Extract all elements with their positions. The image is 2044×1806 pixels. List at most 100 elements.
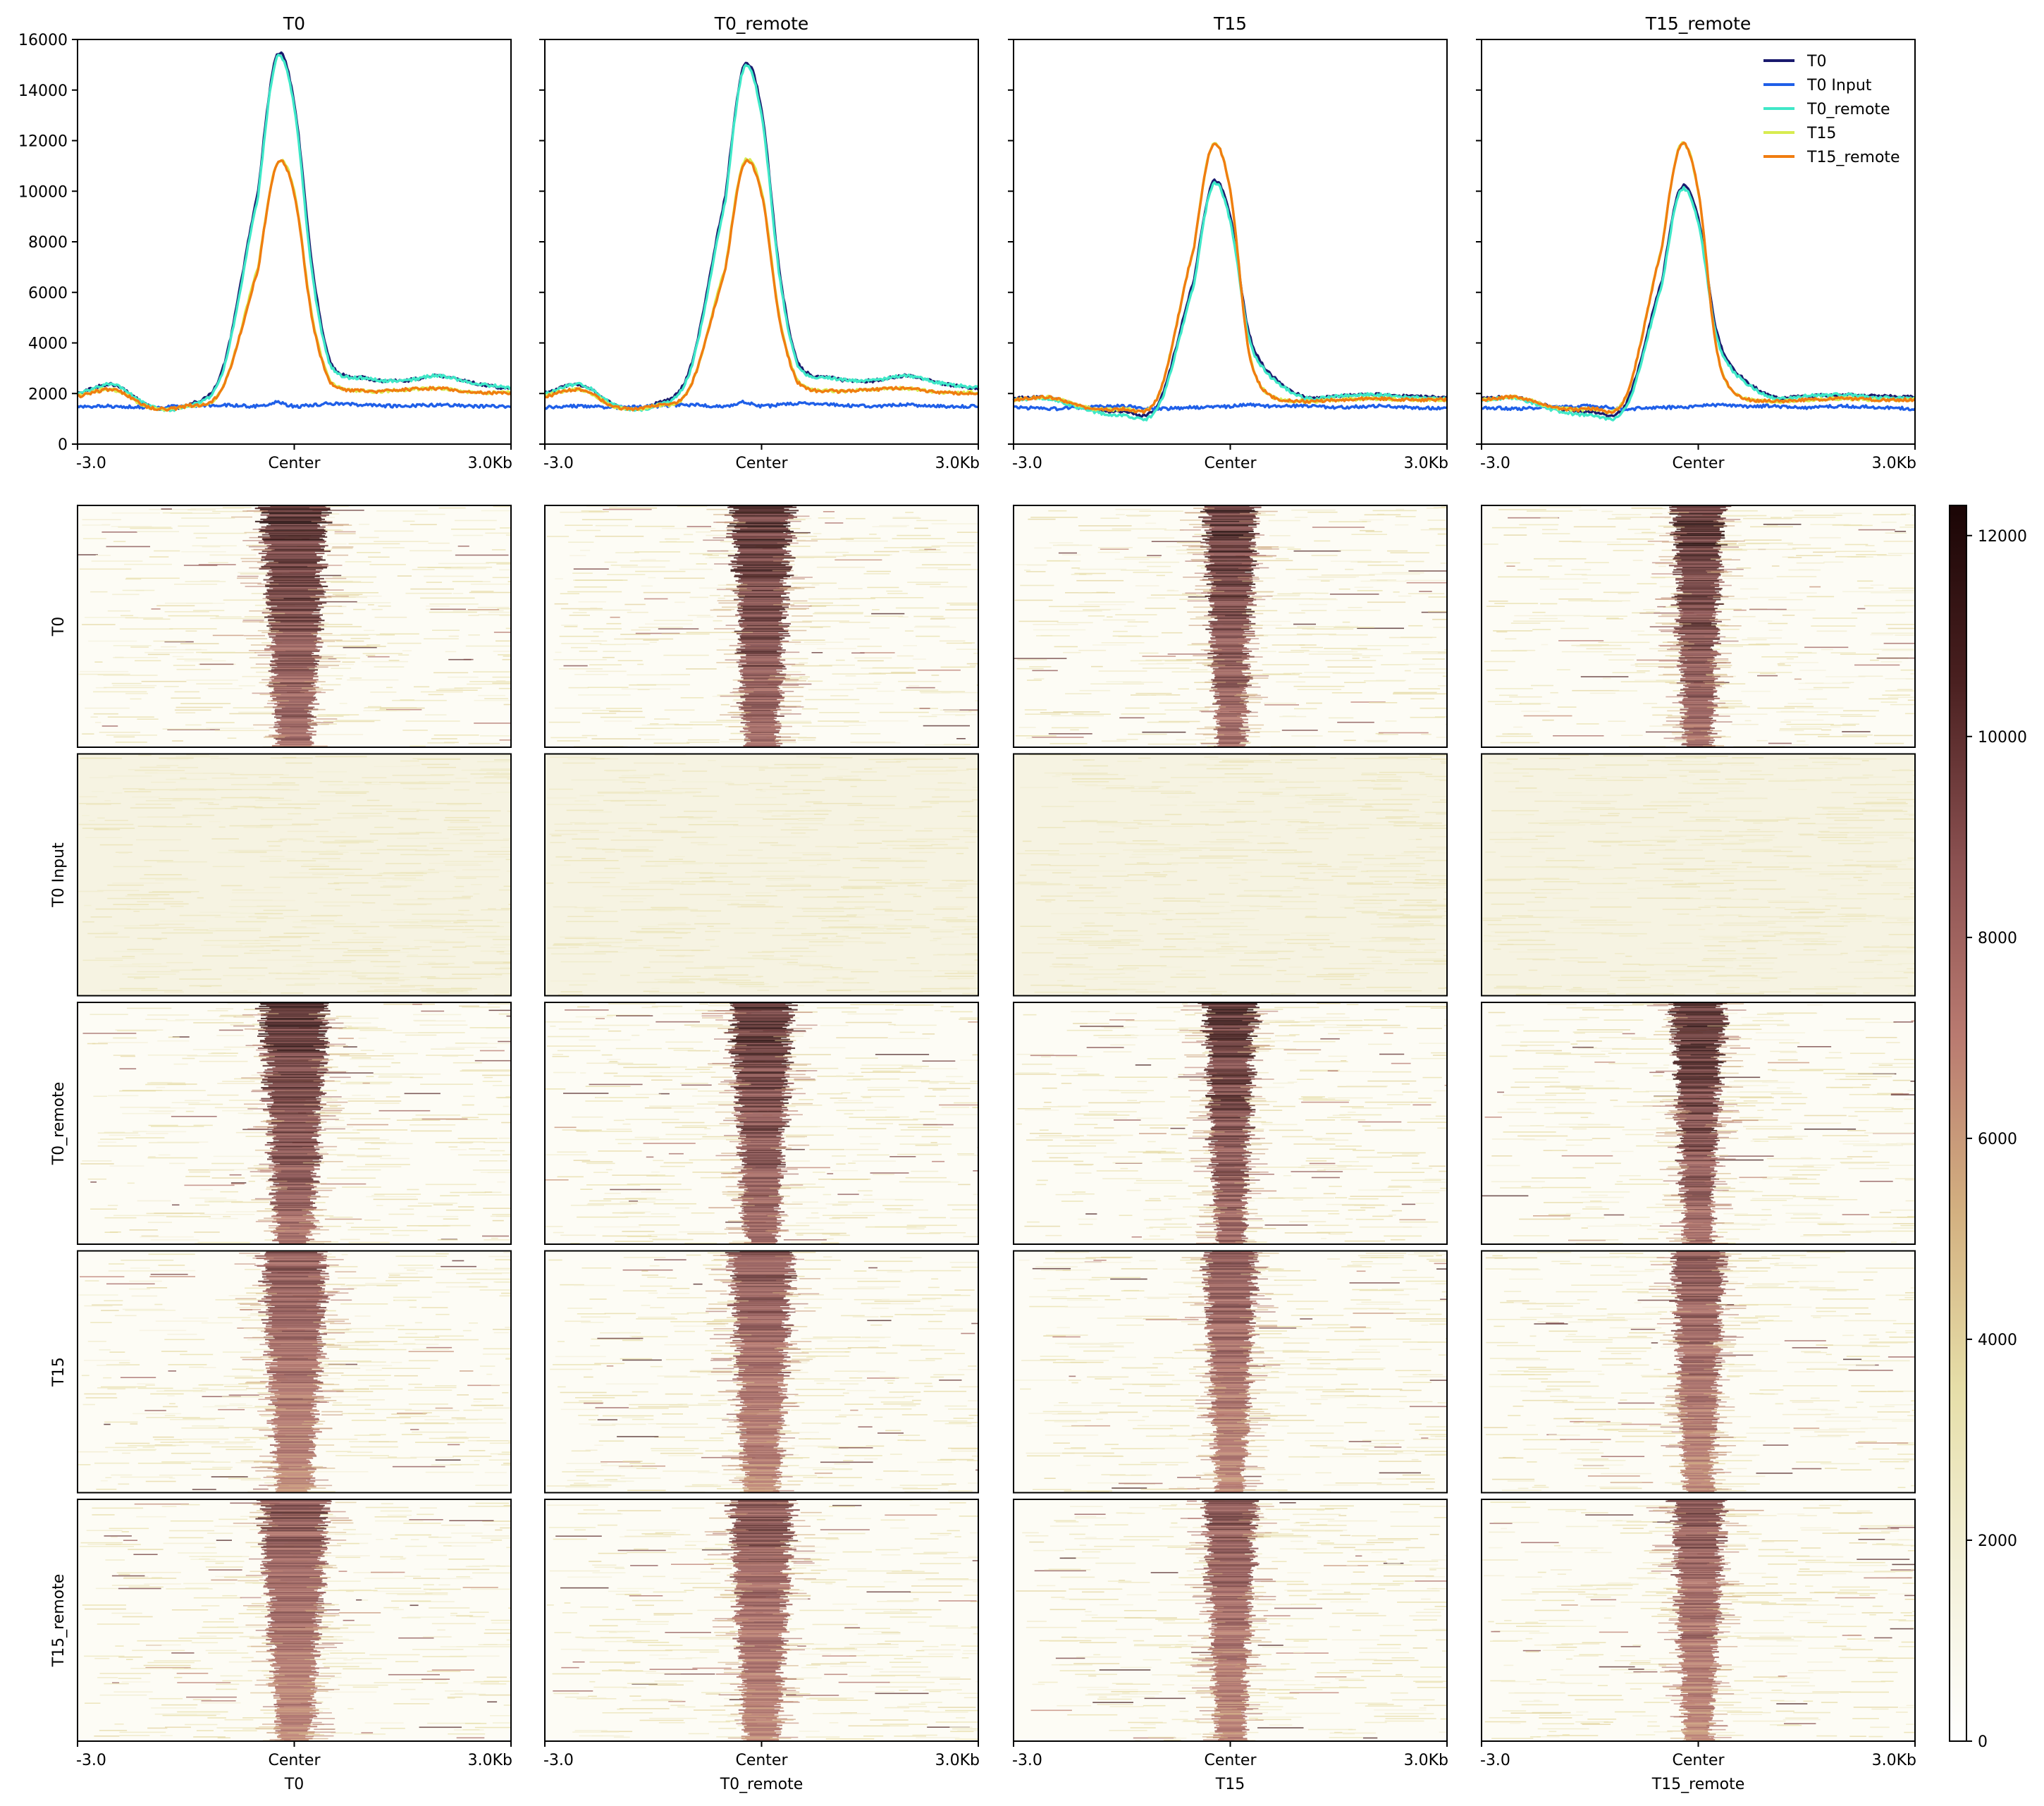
heatmap-halo-streak	[307, 565, 329, 567]
heatmap-streak	[1637, 659, 1685, 661]
heatmap-streak	[787, 767, 820, 769]
heatmap-streak	[457, 546, 469, 547]
heatmap-streak	[374, 530, 414, 532]
heatmap-signal-row	[269, 681, 317, 683]
heatmap-streak	[118, 527, 172, 528]
heatmap-halo-streak	[790, 621, 812, 623]
heatmap-streak	[921, 801, 971, 803]
heatmap-halo-streak	[1204, 665, 1226, 666]
heatmap-streak	[707, 555, 719, 556]
heatmap-streak	[1632, 612, 1654, 614]
heatmap-streak	[875, 909, 892, 911]
heatmap-streak	[926, 840, 934, 841]
heatmap-signal-row	[734, 553, 784, 555]
heatmap-streak	[1688, 844, 1716, 846]
heatmap-streak	[1408, 958, 1447, 959]
heatmap-streak	[1305, 801, 1343, 803]
heatmap-streak	[1774, 933, 1828, 935]
heatmap-halo-streak	[1670, 647, 1692, 649]
heatmap-signal-row	[1212, 647, 1247, 649]
heatmap-streak	[235, 789, 290, 790]
heatmap-streak	[930, 940, 937, 942]
heatmap-streak	[1494, 780, 1520, 782]
heatmap-streak	[450, 821, 492, 823]
heatmap-streak	[1214, 764, 1248, 766]
heatmap-streak	[568, 947, 579, 948]
heatmap-halo-streak	[732, 679, 754, 681]
heatmap-signal-row	[1214, 675, 1245, 677]
heatmap-streak	[1757, 675, 1778, 677]
heatmap-streak	[758, 769, 765, 771]
heatmap-streak	[1303, 879, 1334, 881]
heatmap-streak	[452, 610, 504, 612]
heatmap-streak	[1616, 987, 1651, 988]
heatmap-streak	[1212, 933, 1230, 935]
heatmap-streak	[202, 955, 238, 957]
heatmap-signal-row	[738, 665, 786, 668]
heatmap-signal-row	[1681, 744, 1712, 746]
heatmap-streak	[200, 580, 220, 582]
heatmap-halo-streak	[1666, 720, 1687, 722]
heatmap-signal-row	[1682, 742, 1709, 744]
heatmap-streak	[841, 886, 883, 888]
heatmap-streak	[823, 981, 858, 983]
heatmap-signal-row	[268, 620, 325, 622]
heatmap-streak	[82, 524, 110, 526]
heatmap-streak	[560, 936, 597, 938]
heatmap-streak	[1320, 895, 1347, 896]
heatmap-streak	[850, 785, 857, 787]
heatmap-halo-streak	[717, 600, 739, 601]
heatmap-streak	[584, 909, 601, 911]
heatmap-streak	[1615, 517, 1653, 518]
heatmap-streak	[1261, 823, 1270, 825]
heatmap-signal-row	[1675, 530, 1725, 533]
heatmap-streak	[1561, 974, 1611, 976]
heatmap-halo-streak	[726, 584, 748, 586]
heatmap-streak	[1563, 866, 1602, 868]
heatmap-streak	[907, 885, 923, 887]
heatmap-streak	[1393, 591, 1400, 593]
heatmap-streak	[1393, 825, 1445, 827]
heatmap-streak	[199, 663, 234, 665]
heatmap-streak	[495, 974, 503, 976]
heatmap-streak	[1593, 842, 1623, 843]
heatmap-streak	[223, 975, 266, 976]
heatmap-streak	[1405, 663, 1435, 665]
heatmap-streak	[1871, 632, 1915, 634]
heatmap-signal-row	[267, 615, 321, 618]
heatmap-streak	[798, 820, 825, 821]
heatmap-signal-row	[739, 624, 779, 626]
heatmap-streak	[1079, 689, 1111, 692]
heatmap-streak	[1644, 852, 1656, 854]
heatmap-streak	[1307, 976, 1354, 978]
heatmap-streak	[1104, 912, 1122, 914]
heatmap-streak	[579, 651, 598, 652]
heatmap-signal-row	[1678, 651, 1718, 653]
heatmap-streak	[1486, 878, 1526, 880]
heatmap-streak	[149, 508, 196, 510]
heatmap-streak	[1790, 896, 1836, 898]
heatmap-streak	[338, 845, 346, 847]
heatmap-signal-row	[269, 636, 316, 638]
heatmap-streak	[1777, 663, 1785, 665]
heatmap-signal-row	[1217, 730, 1250, 732]
heatmap-streak	[785, 885, 809, 886]
heatmap-streak	[1736, 567, 1751, 569]
heatmap-signal-row	[1213, 608, 1245, 610]
heatmap-signal-row	[1207, 559, 1254, 561]
heatmap-streak	[784, 766, 837, 768]
heatmap-streak	[1100, 517, 1120, 519]
heatmap-halo-streak	[331, 547, 353, 549]
heatmap-streak	[1587, 840, 1641, 842]
heatmap-halo-streak	[1248, 567, 1269, 569]
heatmap-streak	[578, 694, 631, 696]
heatmap-halo-streak	[713, 608, 735, 610]
heatmap-signal-row	[1685, 714, 1719, 716]
heatmap-streak	[1607, 518, 1631, 520]
heatmap-streak	[1869, 873, 1883, 875]
heatmap-streak	[362, 936, 397, 938]
heatmap-streak	[1671, 886, 1701, 887]
heatmap-streak	[1531, 684, 1553, 687]
heatmap-streak	[223, 599, 276, 601]
heatmap-streak	[1343, 758, 1397, 759]
